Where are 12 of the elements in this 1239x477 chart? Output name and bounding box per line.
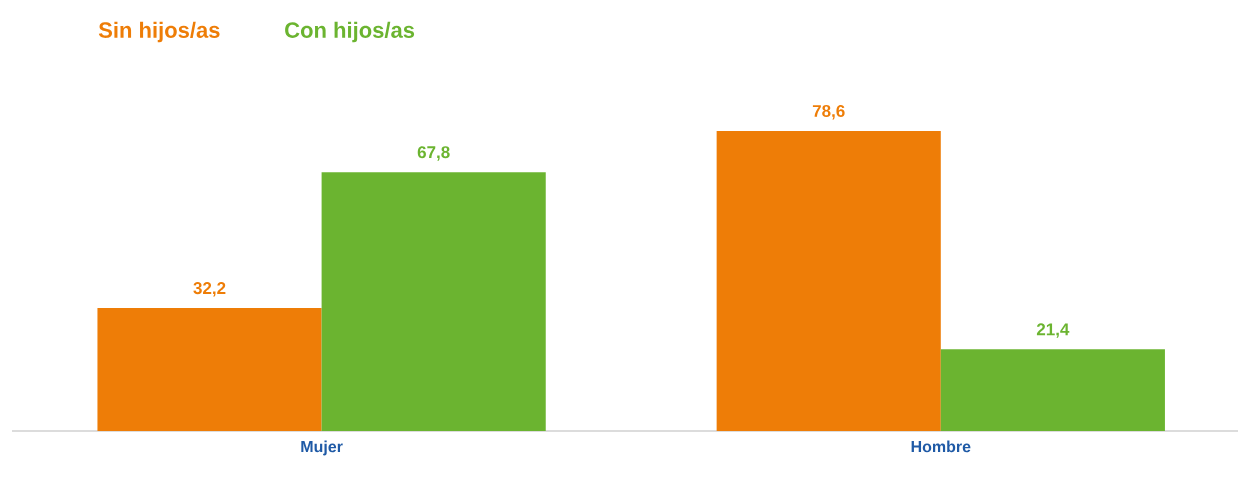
data-label: 78,6: [812, 104, 845, 120]
bar: [716, 131, 941, 431]
bar: [940, 349, 1165, 431]
x-tick-label: Mujer: [301, 440, 343, 456]
x-tick-label: Hombre: [911, 440, 971, 453]
text: Sin hijos/as: [98, 21, 220, 43]
bar: [97, 308, 322, 431]
data-label: 32,2: [193, 282, 226, 297]
bar: [321, 172, 546, 431]
text: Con hijos/as: [285, 21, 415, 43]
data-label: 67,8: [417, 146, 450, 161]
data-label: 21,4: [1036, 323, 1070, 338]
